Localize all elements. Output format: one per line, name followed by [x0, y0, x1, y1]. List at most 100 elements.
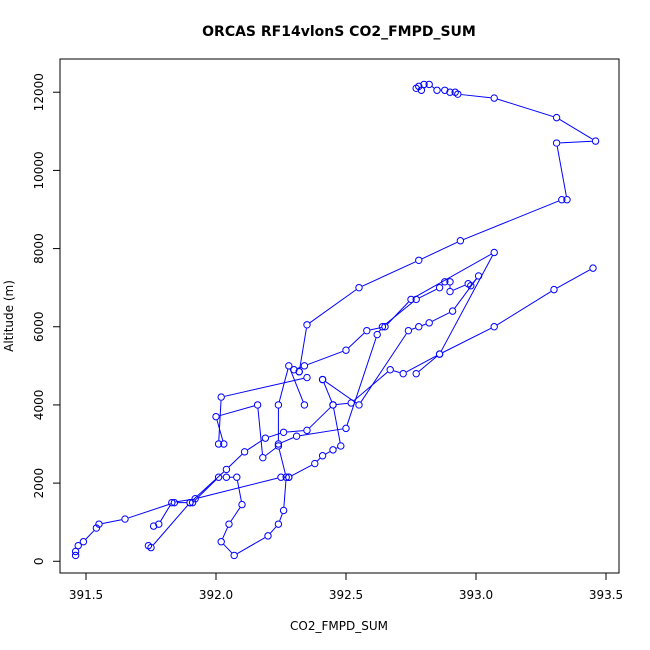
y-tick-label: 10000: [32, 151, 46, 189]
data-point: [186, 498, 194, 507]
data-point: [121, 515, 129, 523]
y-tick-label: 12000: [32, 73, 46, 111]
data-point: [467, 282, 475, 290]
data-point: [238, 500, 246, 509]
series-segment: [281, 437, 294, 444]
series-segment: [198, 477, 278, 499]
series-segment: [419, 288, 437, 299]
data-point: [490, 94, 498, 102]
data-point: [214, 473, 223, 481]
series-segment: [413, 253, 492, 299]
data-point: [318, 375, 327, 384]
data-point: [407, 295, 415, 304]
series-segment: [393, 370, 400, 374]
data-point: [168, 498, 176, 507]
series-segment: [559, 119, 593, 140]
data-point: [303, 321, 311, 329]
data-point: [435, 350, 444, 358]
series-segment: [411, 327, 416, 330]
series-segment: [384, 301, 414, 325]
series-segment: [431, 86, 435, 89]
data-point: [404, 326, 413, 335]
series-segment: [279, 513, 283, 521]
data-point: [295, 367, 303, 376]
data-point: [456, 237, 465, 245]
series-segment: [418, 356, 438, 372]
series-segment: [268, 432, 281, 438]
data-point: [425, 319, 433, 327]
data-point: [490, 248, 498, 257]
y-tick-label: 8000: [32, 233, 46, 264]
data-point: [563, 196, 571, 204]
series-segment: [289, 368, 304, 402]
data-point: [591, 137, 600, 145]
series-segment: [160, 505, 171, 522]
data-point: [290, 366, 298, 374]
data-point: [355, 401, 363, 409]
data-point: [217, 393, 225, 401]
series-segment: [236, 480, 242, 502]
series-segment: [556, 269, 591, 289]
data-point: [279, 428, 288, 436]
series-segment: [560, 140, 593, 144]
data-point: [425, 80, 433, 89]
data-point: [318, 452, 327, 460]
series-segment: [299, 328, 307, 369]
series-segment: [360, 333, 407, 403]
series-segment: [378, 329, 381, 332]
series-segment: [270, 526, 277, 534]
series-segment: [335, 447, 338, 449]
data-point: [417, 86, 426, 94]
series-2: [274, 272, 483, 448]
data-point: [399, 369, 407, 378]
series-segment: [224, 377, 304, 397]
series-segment: [453, 284, 466, 291]
series-segment: [85, 530, 95, 540]
series-segment: [216, 419, 224, 441]
data-point: [292, 432, 301, 440]
series-segment: [370, 327, 382, 331]
series-segment: [348, 332, 365, 349]
series-4: [144, 264, 597, 552]
series-1: [71, 373, 311, 560]
data-point: [188, 498, 197, 507]
series-segment: [323, 382, 333, 402]
data-point: [433, 86, 441, 94]
data-point: [155, 520, 163, 528]
series-segment: [362, 261, 416, 287]
series-segment: [496, 291, 552, 326]
data-point: [264, 532, 272, 540]
y-tick-label: 2000: [32, 468, 46, 499]
data-point: [191, 495, 199, 503]
series-segment: [353, 371, 388, 402]
data-point: [329, 446, 337, 454]
data-point: [285, 473, 293, 481]
series-segment: [283, 480, 287, 507]
data-point: [214, 440, 223, 448]
data-point: [552, 113, 561, 122]
series-segment: [237, 537, 266, 555]
series-segment: [102, 519, 122, 524]
x-axis-label: CO2_FMPD_SUM: [290, 619, 388, 633]
data-point: [79, 538, 88, 546]
data-point: [311, 459, 319, 468]
data-point: [274, 440, 283, 448]
data-point: [363, 326, 371, 335]
x-tick-label: 392.5: [329, 588, 363, 602]
series-segment: [128, 503, 172, 519]
data-point: [212, 412, 220, 421]
series-segment: [228, 453, 243, 468]
series-segment: [223, 543, 233, 554]
data-point: [74, 541, 82, 550]
data-point: [282, 473, 290, 481]
series-segment: [192, 471, 225, 501]
data-point: [448, 307, 457, 315]
data-point: [230, 551, 238, 560]
data-point: [303, 426, 311, 435]
data-point: [342, 424, 350, 433]
data-point: [170, 498, 179, 507]
data-point: [550, 285, 558, 294]
series-segment: [440, 255, 493, 352]
